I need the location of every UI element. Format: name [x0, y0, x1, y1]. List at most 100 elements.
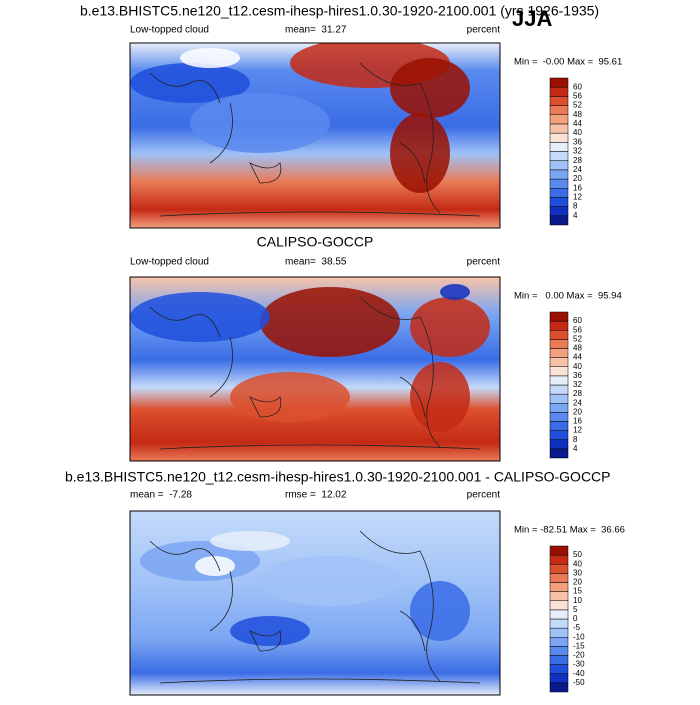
- colorbar-label: 4: [573, 211, 578, 220]
- colorbar-box: [549, 375, 569, 386]
- colorbar-label: 40: [573, 559, 582, 568]
- center-label: mean= 38.55: [285, 257, 347, 268]
- colorbar-label: 30: [573, 568, 582, 577]
- colorbar-label: 48: [573, 110, 582, 119]
- map-region: [410, 297, 490, 357]
- colorbar-label: 10: [573, 596, 582, 605]
- colorbar-box: [549, 439, 569, 450]
- colorbar-box: [549, 430, 569, 440]
- colorbar-label: 56: [573, 91, 582, 100]
- colorbar-box: [549, 330, 569, 340]
- colorbar-label: 8: [573, 202, 578, 211]
- colorbar-box: [549, 311, 569, 322]
- colorbar-box: [549, 545, 569, 556]
- colorbar-box: [549, 393, 569, 404]
- right-label: percent: [467, 490, 501, 501]
- colorbar-box: [549, 114, 569, 125]
- map-region: [230, 616, 310, 646]
- colorbar-box: [549, 637, 569, 647]
- colorbar-box: [549, 573, 569, 583]
- colorbar-label: 12: [573, 193, 582, 202]
- map-region: [440, 284, 470, 300]
- map-region: [180, 48, 240, 68]
- colorbar-label: 52: [573, 101, 582, 110]
- colorbar-box: [549, 600, 569, 611]
- colorbar-box: [549, 123, 569, 134]
- colorbar-box: [549, 160, 569, 171]
- right-label: percent: [467, 257, 501, 268]
- colorbar-box: [549, 215, 569, 226]
- colorbar-label: 16: [573, 417, 582, 426]
- colorbar-label: -10: [573, 632, 585, 641]
- colorbar-label: 56: [573, 325, 582, 334]
- colorbar-label: 60: [573, 82, 582, 91]
- colorbar-label: 44: [573, 353, 582, 362]
- colorbar-label: 15: [573, 587, 582, 596]
- colorbar-box: [549, 682, 569, 693]
- center-label: rmse = 12.02: [285, 490, 347, 501]
- colorbar-label: -30: [573, 660, 585, 669]
- map-region: [210, 531, 290, 551]
- colorbar-box: [549, 591, 569, 601]
- colorbar-label: 28: [573, 156, 582, 165]
- colorbar-label: 48: [573, 344, 582, 353]
- colorbar-box: [549, 142, 569, 152]
- colorbar-label: 50: [573, 550, 582, 559]
- colorbar-box: [549, 618, 569, 629]
- colorbar-label: 5: [573, 605, 578, 614]
- map-region: [130, 292, 270, 342]
- map: [130, 43, 500, 228]
- colorbar-label: 28: [573, 389, 582, 398]
- colorbar-label: 52: [573, 334, 582, 343]
- colorbar-box: [549, 646, 569, 656]
- center-label: mean= 31.27: [285, 25, 347, 36]
- colorbar-box: [549, 96, 569, 106]
- left-label: Low-topped cloud: [130, 25, 209, 36]
- map-frame: [129, 510, 501, 696]
- left-label: mean = -7.28: [130, 490, 192, 501]
- season-label: JJA: [512, 6, 552, 31]
- colorbar-box: [549, 357, 569, 367]
- colorbar-label: 32: [573, 147, 582, 156]
- colorbar-box: [549, 609, 569, 620]
- colorbar-box: [549, 132, 569, 143]
- colorbar-box: [549, 582, 569, 592]
- colorbar-label: -50: [573, 678, 585, 687]
- colorbar-label: -40: [573, 669, 585, 678]
- map-region: [230, 372, 350, 422]
- map: [130, 277, 500, 461]
- coastline: [149, 530, 481, 684]
- min-max: Min = 0.00 Max = 95.94: [514, 291, 622, 302]
- colorbar-box: [549, 673, 569, 684]
- colorbar-box: [549, 421, 569, 431]
- map-region: [390, 113, 450, 193]
- colorbar-label: 60: [573, 316, 582, 325]
- colorbar-label: 32: [573, 380, 582, 389]
- colorbar-box: [549, 151, 569, 161]
- map-frame: [129, 276, 501, 462]
- colorbar-label: -20: [573, 651, 585, 660]
- colorbar-label: 20: [573, 407, 582, 416]
- panel-title: b.e13.BHISTC5.ne120_t12.cesm-ihesp-hires…: [65, 469, 611, 485]
- colorbar-label: 20: [573, 174, 582, 183]
- colorbar-label: 40: [573, 128, 582, 137]
- colorbar-label: 8: [573, 435, 578, 444]
- colorbar-box: [549, 348, 569, 358]
- colorbar-label: 40: [573, 362, 582, 371]
- colorbar-box: [549, 105, 569, 115]
- colorbar-label: 4: [573, 444, 578, 453]
- colorbar-box: [549, 188, 569, 198]
- colorbar-label: 20: [573, 578, 582, 587]
- map-region: [260, 556, 400, 606]
- left-label: Low-topped cloud: [130, 257, 209, 268]
- colorbar-box: [549, 412, 569, 422]
- colorbar-box: [549, 86, 569, 97]
- right-label: percent: [467, 25, 501, 36]
- map-region: [190, 93, 330, 153]
- coastline: [149, 296, 481, 450]
- colorbar-box: [549, 564, 569, 574]
- colorbar-box: [549, 178, 569, 189]
- colorbar-box: [549, 384, 569, 395]
- map-region: [410, 362, 470, 432]
